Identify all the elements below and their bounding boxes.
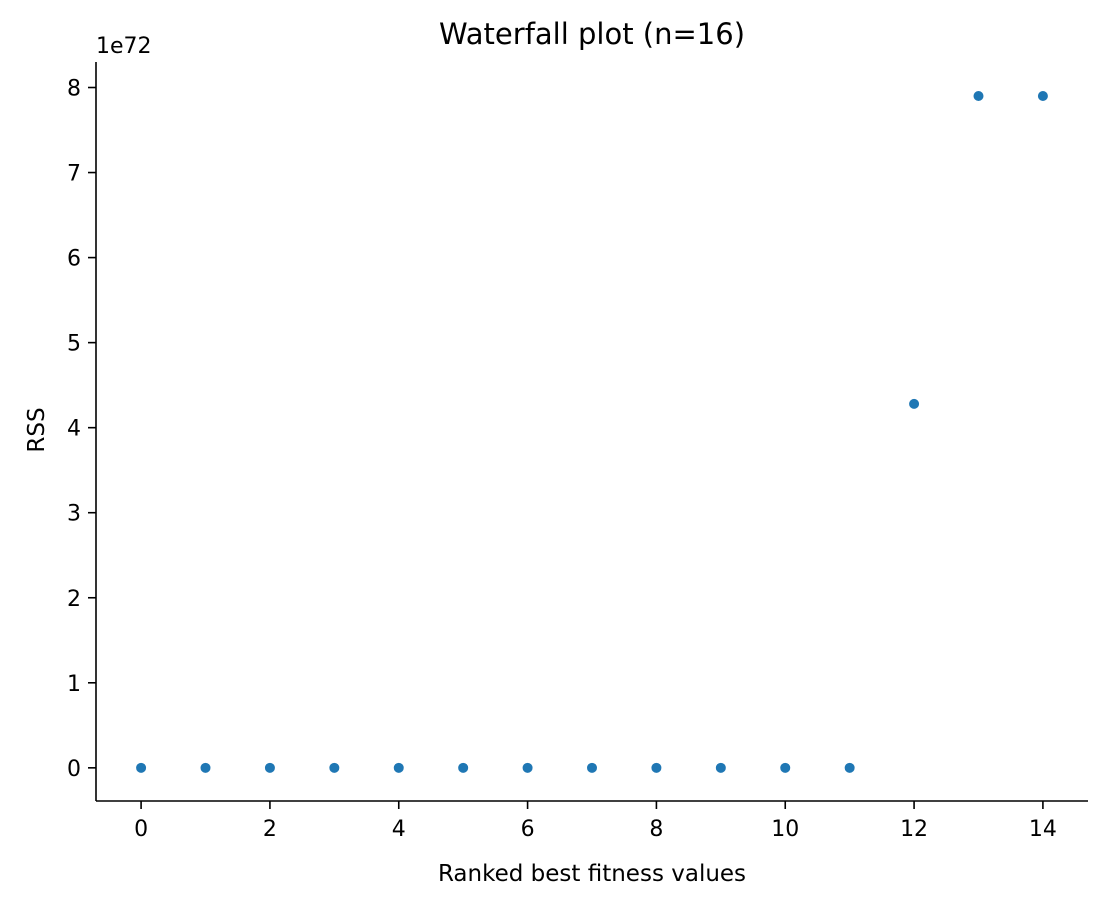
data-point — [522, 762, 533, 773]
y-tick-label: 7 — [67, 162, 81, 187]
y-tick-label: 0 — [67, 757, 81, 782]
data-point — [329, 762, 340, 773]
x-tick-label: 10 — [771, 817, 799, 842]
data-point — [780, 762, 791, 773]
x-tick-label: 2 — [263, 817, 277, 842]
y-tick-label: 1 — [67, 672, 81, 697]
data-point — [909, 398, 920, 409]
y-axis-label: RSS — [24, 407, 50, 452]
data-point — [587, 762, 597, 773]
data-point — [458, 762, 469, 773]
x-tick-label: 14 — [1029, 817, 1057, 842]
x-tick-label: 8 — [649, 817, 663, 842]
y-tick-label: 6 — [67, 247, 81, 272]
data-point — [844, 762, 855, 773]
y-tick-label: 2 — [67, 587, 81, 612]
x-tick-label: 4 — [392, 817, 406, 842]
y-tick-label: 5 — [67, 332, 81, 357]
data-point — [715, 762, 726, 773]
y-tick-label: 4 — [67, 417, 81, 442]
x-axis-ticks: 0 2 4 6 8 10 12 14 — [134, 801, 1057, 842]
data-point — [973, 91, 984, 102]
data-point — [200, 762, 211, 773]
data-point — [651, 762, 662, 773]
x-tick-label: 0 — [134, 817, 148, 842]
data-point — [1037, 91, 1048, 102]
y-tick-label: 8 — [67, 77, 81, 102]
data-points — [136, 91, 1048, 773]
y-axis-ticks: 0 1 2 3 4 5 6 7 8 — [67, 77, 96, 782]
chart-title: Waterfall plot (n=16) — [439, 17, 745, 51]
x-tick-label: 12 — [900, 817, 928, 842]
y-tick-label: 3 — [67, 502, 81, 527]
x-tick-label: 6 — [521, 817, 535, 842]
data-point — [393, 762, 404, 773]
data-point — [136, 762, 147, 773]
x-axis-label: Ranked best fitness values — [438, 861, 746, 887]
y-axis-offset-label: 1e72 — [96, 34, 152, 59]
data-point — [264, 762, 275, 773]
